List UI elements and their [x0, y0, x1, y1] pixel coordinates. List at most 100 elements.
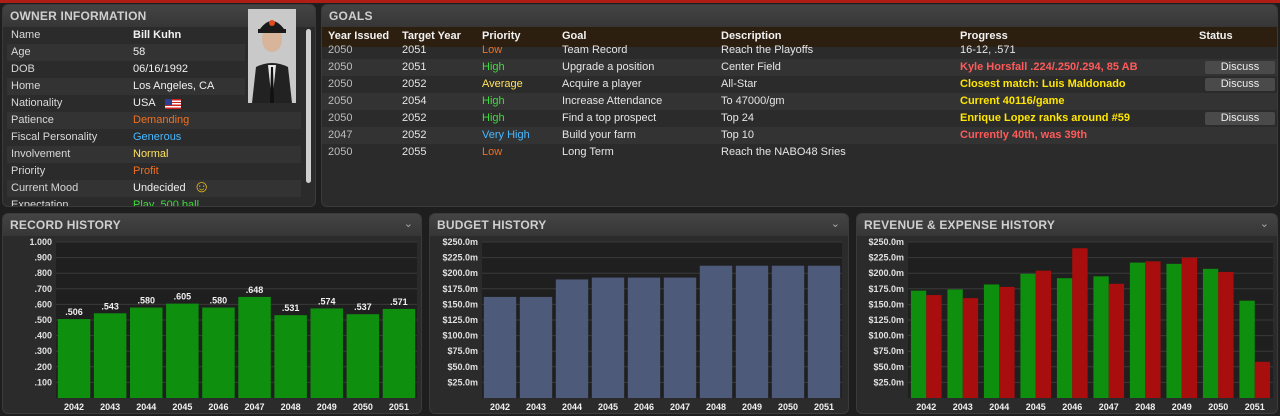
- x-tick-label: 2048: [281, 402, 301, 412]
- goal-row[interactable]: 2050 2051 Low Team Record Reach the Playoffs…: [322, 42, 1277, 59]
- owner-row-label: Nationality: [11, 97, 63, 109]
- owner-row-value: Demanding: [133, 114, 190, 126]
- goal-year-issued: 2047: [328, 129, 353, 141]
- x-tick-label: 2048: [706, 402, 726, 412]
- bar-value-label: .531: [282, 303, 300, 313]
- y-tick-label: $50.0m: [873, 362, 904, 372]
- chart-bar: [238, 296, 271, 398]
- owner-row-label: Expectation: [11, 199, 69, 207]
- y-tick-label: $150.0m: [442, 299, 478, 309]
- goal-description: Center Field: [721, 61, 781, 73]
- chart-bar: [310, 308, 343, 398]
- chart-bar: [1129, 262, 1146, 398]
- goal-year-issued: 2050: [328, 78, 353, 90]
- owner-row: Priority Profit: [7, 163, 301, 180]
- owner-row-value: Normal: [133, 148, 169, 160]
- chart-bar: [1202, 268, 1219, 398]
- col-status[interactable]: Status: [1199, 30, 1233, 42]
- x-tick-label: 2049: [1172, 402, 1192, 412]
- goal-progress: 16-12, .571: [960, 44, 1016, 56]
- goal-row[interactable]: 2050 2055 Low Long Term Reach the NABO48 Sri…: [322, 144, 1277, 161]
- goals-panel: GOALS Year Issued Target Year Priority G…: [321, 4, 1278, 207]
- revenue-expense-chart: $250.0m $225.0m $200.0m $175.0m $150.0m $125.…: [868, 237, 1273, 412]
- goal-row[interactable]: 2050 2051 High Upgrade a position Center Fie…: [322, 59, 1277, 76]
- bar-value-label: .580: [137, 296, 155, 306]
- owner-row: Age 58: [7, 44, 245, 61]
- revenue-expense-title: REVENUE & EXPENSE HISTORY: [857, 214, 1277, 236]
- goal-priority: Very High: [482, 129, 530, 141]
- col-progress[interactable]: Progress: [960, 30, 1008, 42]
- chart-bar: [983, 284, 1000, 398]
- owner-row-value: Los Angeles, CA: [133, 80, 215, 92]
- owner-row: Name Bill Kuhn: [7, 27, 245, 44]
- goal-priority: Low: [482, 44, 503, 56]
- x-tick-label: 2049: [317, 402, 337, 412]
- chevron-down-icon[interactable]: ⌄: [1259, 218, 1269, 230]
- owner-row-value: Bill Kuhn: [133, 29, 182, 41]
- chart-bar: [1056, 278, 1073, 398]
- owner-row-label: Name: [11, 29, 41, 41]
- owner-row: Fiscal Personality Generous: [7, 129, 301, 146]
- owner-information-panel: OWNER INFORMATION Name Bill Kuhn Age 58 DOB 0…: [2, 4, 316, 207]
- owner-row-value: 58: [133, 46, 146, 58]
- y-tick-label: $175.0m: [442, 284, 478, 294]
- owner-row-value: 06/16/1992: [133, 63, 189, 75]
- goal-row[interactable]: 2050 2052 Average Acquire a player All-Star C…: [322, 76, 1277, 93]
- chart-bar: [130, 307, 163, 398]
- y-tick-label: .200: [34, 362, 52, 372]
- goal-name: Upgrade a position: [562, 61, 655, 73]
- y-tick-label: .600: [34, 299, 52, 309]
- x-tick-label: 2045: [598, 402, 618, 412]
- y-tick-label: $125.0m: [442, 315, 478, 325]
- x-tick-label: 2043: [100, 402, 120, 412]
- y-tick-label: $100.0m: [442, 331, 478, 341]
- goal-description: Top 24: [721, 112, 755, 124]
- chart-bar: [735, 265, 769, 398]
- y-tick-label: .300: [34, 346, 52, 356]
- chart-bar: [926, 295, 942, 398]
- x-tick-label: 2045: [1026, 402, 1046, 412]
- chart-bar: [807, 265, 841, 398]
- goal-name: Long Term: [562, 146, 614, 158]
- goal-year-issued: 2050: [328, 95, 353, 107]
- usa-flag-icon: [165, 99, 181, 109]
- goals-header-row: Year Issued Target Year Priority Goal De…: [322, 27, 1277, 47]
- chevron-down-icon[interactable]: ⌄: [830, 218, 840, 230]
- goal-priority: High: [482, 95, 505, 107]
- col-priority[interactable]: Priority: [482, 30, 521, 42]
- chevron-down-icon[interactable]: ⌄: [403, 218, 413, 230]
- goal-row[interactable]: 2050 2052 High Find a top prospect Top 24 Enr…: [322, 110, 1277, 127]
- chart-bar: [1020, 273, 1036, 398]
- discuss-button[interactable]: Discuss: [1205, 112, 1275, 125]
- owner-panel-title: OWNER INFORMATION: [3, 5, 315, 27]
- bar-value-label: .574: [318, 296, 336, 306]
- chart-bar: [57, 319, 91, 398]
- discuss-button[interactable]: Discuss: [1205, 78, 1275, 91]
- y-tick-label: $50.0m: [447, 362, 478, 372]
- goal-row[interactable]: 2050 2054 High Increase Attendance To 47000/…: [322, 93, 1277, 110]
- owner-row-value: Profit: [133, 165, 159, 177]
- y-tick-label: $25.0m: [447, 377, 478, 387]
- col-year-issued[interactable]: Year Issued: [328, 30, 390, 42]
- y-tick-label: .900: [34, 253, 52, 263]
- discuss-button[interactable]: Discuss: [1205, 61, 1275, 74]
- owner-scrollbar[interactable]: [306, 29, 311, 183]
- goal-target-year: 2052: [402, 112, 427, 124]
- goal-name: Find a top prospect: [562, 112, 657, 124]
- goal-name: Increase Attendance: [562, 95, 663, 107]
- chart-bar: [910, 290, 927, 398]
- owner-row: DOB 06/16/1992: [7, 61, 245, 78]
- col-description[interactable]: Description: [721, 30, 782, 42]
- y-tick-label: $250.0m: [442, 237, 478, 247]
- x-tick-label: 2046: [634, 402, 654, 412]
- record-history-title: RECORD HISTORY: [3, 214, 421, 236]
- chart-bar: [627, 277, 661, 398]
- goal-row[interactable]: 2047 2052 Very High Build your farm Top 10 Cu…: [322, 127, 1277, 144]
- x-tick-label: 2047: [670, 402, 690, 412]
- owner-row-value: Generous: [133, 131, 182, 143]
- x-tick-label: 2051: [389, 402, 409, 412]
- owner-row: Nationality USA: [7, 95, 245, 112]
- col-goal[interactable]: Goal: [562, 30, 587, 42]
- owner-row: Patience Demanding: [7, 112, 301, 129]
- col-target-year[interactable]: Target Year: [402, 30, 461, 42]
